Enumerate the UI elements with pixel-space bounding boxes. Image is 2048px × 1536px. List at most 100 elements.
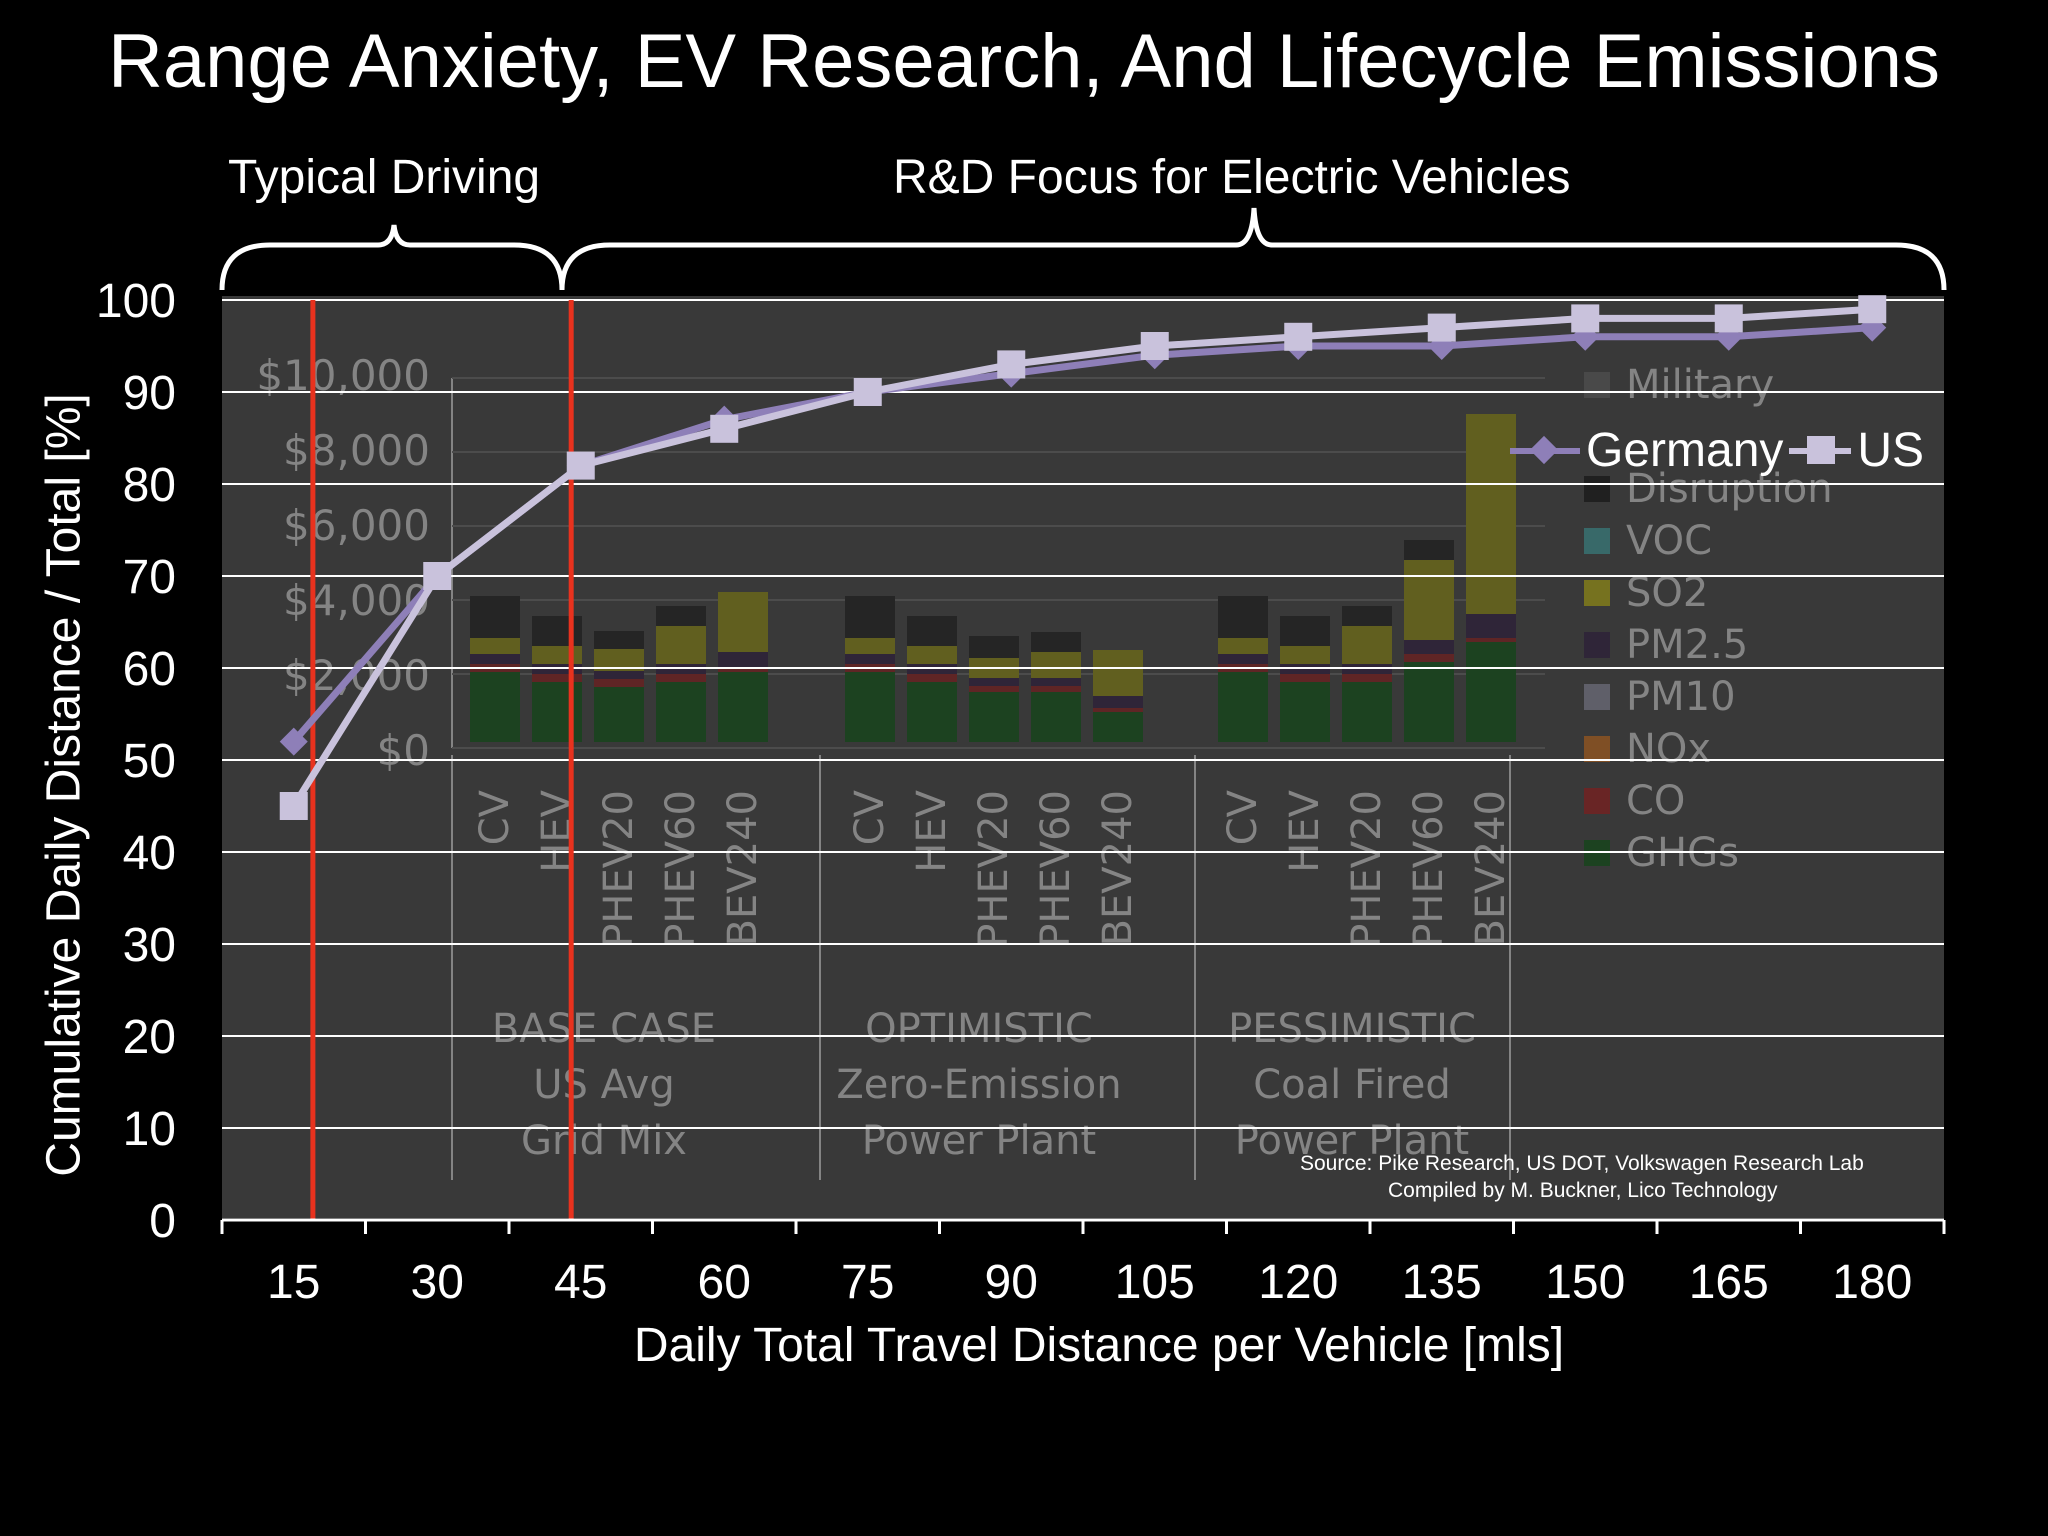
- x-tick-label: 90: [985, 1256, 1038, 1309]
- bg-bar-segment: [1218, 596, 1268, 638]
- y-tick-label: 60: [123, 643, 176, 696]
- bg-bar-segment: [907, 682, 957, 742]
- compiled-by-line: Compiled by M. Buckner, Lico Technology: [1388, 1179, 1778, 1202]
- bg-y-tick-label: $2,000: [283, 651, 430, 700]
- background-image: $10,000$8,000$6,000$4,000$2,000$0CV HEV PH…: [256, 351, 1833, 1180]
- bg-bar-label: PHEV60: [1033, 790, 1079, 948]
- bg-legend-label: PM2.5: [1626, 622, 1748, 668]
- bg-group-label: Power Plant: [862, 1118, 1096, 1164]
- bg-bar-label: CV: [847, 789, 893, 845]
- bg-bar-segment: [532, 616, 582, 646]
- bg-legend-swatch: [1584, 372, 1610, 398]
- bg-group-label: Grid Mix: [521, 1118, 687, 1164]
- bg-bar-segment: [594, 687, 644, 742]
- source-line: Source: Pike Research, US DOT, Volkswage…: [1300, 1152, 1864, 1175]
- bg-bar-segment: [656, 682, 706, 742]
- bg-bar-segment: [718, 668, 768, 672]
- data-point-us: [997, 350, 1026, 379]
- y-tick-label: 50: [123, 735, 176, 788]
- y-axis-label: Cumulative Daily Distance / Total [%]: [37, 393, 91, 1177]
- x-tick-label: 135: [1402, 1256, 1482, 1309]
- bg-bar-segment: [656, 606, 706, 626]
- bg-bar-segment: [1280, 674, 1330, 682]
- bg-bar-segment: [1466, 642, 1516, 742]
- bg-legend-swatch: [1584, 788, 1610, 814]
- bg-bar-segment: [1342, 626, 1392, 664]
- bg-bar-segment: [969, 678, 1019, 686]
- bg-bar-label: PHEV20: [971, 790, 1017, 948]
- bg-y-tick-label: $0: [377, 726, 430, 775]
- data-point-us: [423, 562, 452, 590]
- bg-bar-segment: [969, 636, 1019, 658]
- legend-item-germany: Germany: [1510, 423, 1783, 478]
- bg-bar-segment: [594, 631, 644, 649]
- rd-focus-label: R&D Focus for Electric Vehicles: [893, 151, 1571, 204]
- series-line-us: [290, 305, 1873, 808]
- bg-bar-label: HEV: [1282, 789, 1328, 872]
- legend-item-us: US: [1789, 423, 1924, 478]
- y-tick-label: 100: [96, 275, 176, 328]
- bg-bar-segment: [656, 626, 706, 664]
- bg-bar-label: HEV: [909, 789, 955, 872]
- x-axis-label: Daily Total Travel Distance per Vehicle …: [633, 1319, 1565, 1372]
- bg-bar-label: BEV240: [720, 790, 766, 946]
- bg-group-label: Coal Fired: [1253, 1062, 1451, 1108]
- bg-bar-segment: [1404, 654, 1454, 662]
- axes: [220, 1218, 1946, 1234]
- bg-legend-label: Military: [1626, 362, 1774, 408]
- bg-bar-segment: [1093, 712, 1143, 742]
- data-point-us: [1571, 304, 1600, 333]
- bg-legend-label: CO: [1626, 778, 1685, 824]
- background-image-panel: [222, 296, 1944, 1218]
- bg-bar-segment: [1031, 652, 1081, 678]
- bg-bar-segment: [532, 646, 582, 664]
- data-point-germany: [279, 727, 308, 756]
- y-tick-label: 90: [123, 367, 176, 420]
- bg-bar-segment: [1093, 708, 1143, 712]
- bg-y-tick-label: $6,000: [283, 501, 430, 550]
- y-tick-label: 40: [123, 827, 176, 880]
- bg-bar-segment: [1093, 696, 1143, 708]
- bg-bar-label: PHEV20: [1344, 790, 1390, 948]
- bg-bar-segment: [470, 596, 520, 638]
- bg-bar-segment: [1093, 650, 1143, 696]
- bg-bar-segment: [969, 686, 1019, 692]
- bg-bar-segment: [532, 682, 582, 742]
- bg-bar-segment: [1031, 678, 1081, 686]
- bg-bar-segment: [1218, 672, 1268, 742]
- bg-bar-segment: [907, 616, 957, 646]
- x-tick-label: 150: [1545, 1256, 1625, 1309]
- typical-driving-brace: [219, 224, 565, 291]
- bg-bar-segment: [470, 638, 520, 654]
- source-note: Source: Pike Research, US DOT, Volkswage…: [1300, 1150, 1864, 1204]
- gridlines: [222, 299, 1944, 1129]
- x-tick-label: 165: [1689, 1256, 1769, 1309]
- bg-bar-segment: [656, 674, 706, 682]
- bg-bar-segment: [969, 692, 1019, 742]
- x-tick-label: 180: [1832, 1256, 1912, 1309]
- bg-group-label: BASE CASE: [492, 1006, 716, 1052]
- data-point-us: [1427, 313, 1456, 342]
- bg-bar-segment: [1280, 682, 1330, 742]
- bg-legend-swatch: [1584, 632, 1610, 658]
- y-tick-label: 70: [123, 551, 176, 604]
- legend: Germany US: [1510, 423, 1924, 478]
- bg-bar-segment: [1466, 414, 1516, 614]
- bg-bar-segment: [594, 649, 644, 671]
- bg-legend-label: Disruption: [1626, 466, 1833, 512]
- bg-bar-segment: [594, 679, 644, 687]
- bg-bar-segment: [1031, 686, 1081, 692]
- bg-bar-label: BEV240: [1095, 790, 1141, 946]
- bg-bar-label: BEV240: [1468, 790, 1514, 946]
- bg-bar-segment: [1280, 616, 1330, 646]
- data-point-us: [566, 451, 595, 480]
- bg-legend-label: SO2: [1626, 570, 1708, 616]
- bg-bar-segment: [718, 592, 768, 652]
- x-tick-label: 60: [698, 1256, 751, 1309]
- bg-bar-segment: [1031, 632, 1081, 652]
- x-tick-label: 45: [554, 1256, 607, 1309]
- bg-legend-swatch: [1584, 580, 1610, 606]
- bg-bar-segment: [845, 672, 895, 742]
- bg-group-label: US Avg: [533, 1062, 674, 1108]
